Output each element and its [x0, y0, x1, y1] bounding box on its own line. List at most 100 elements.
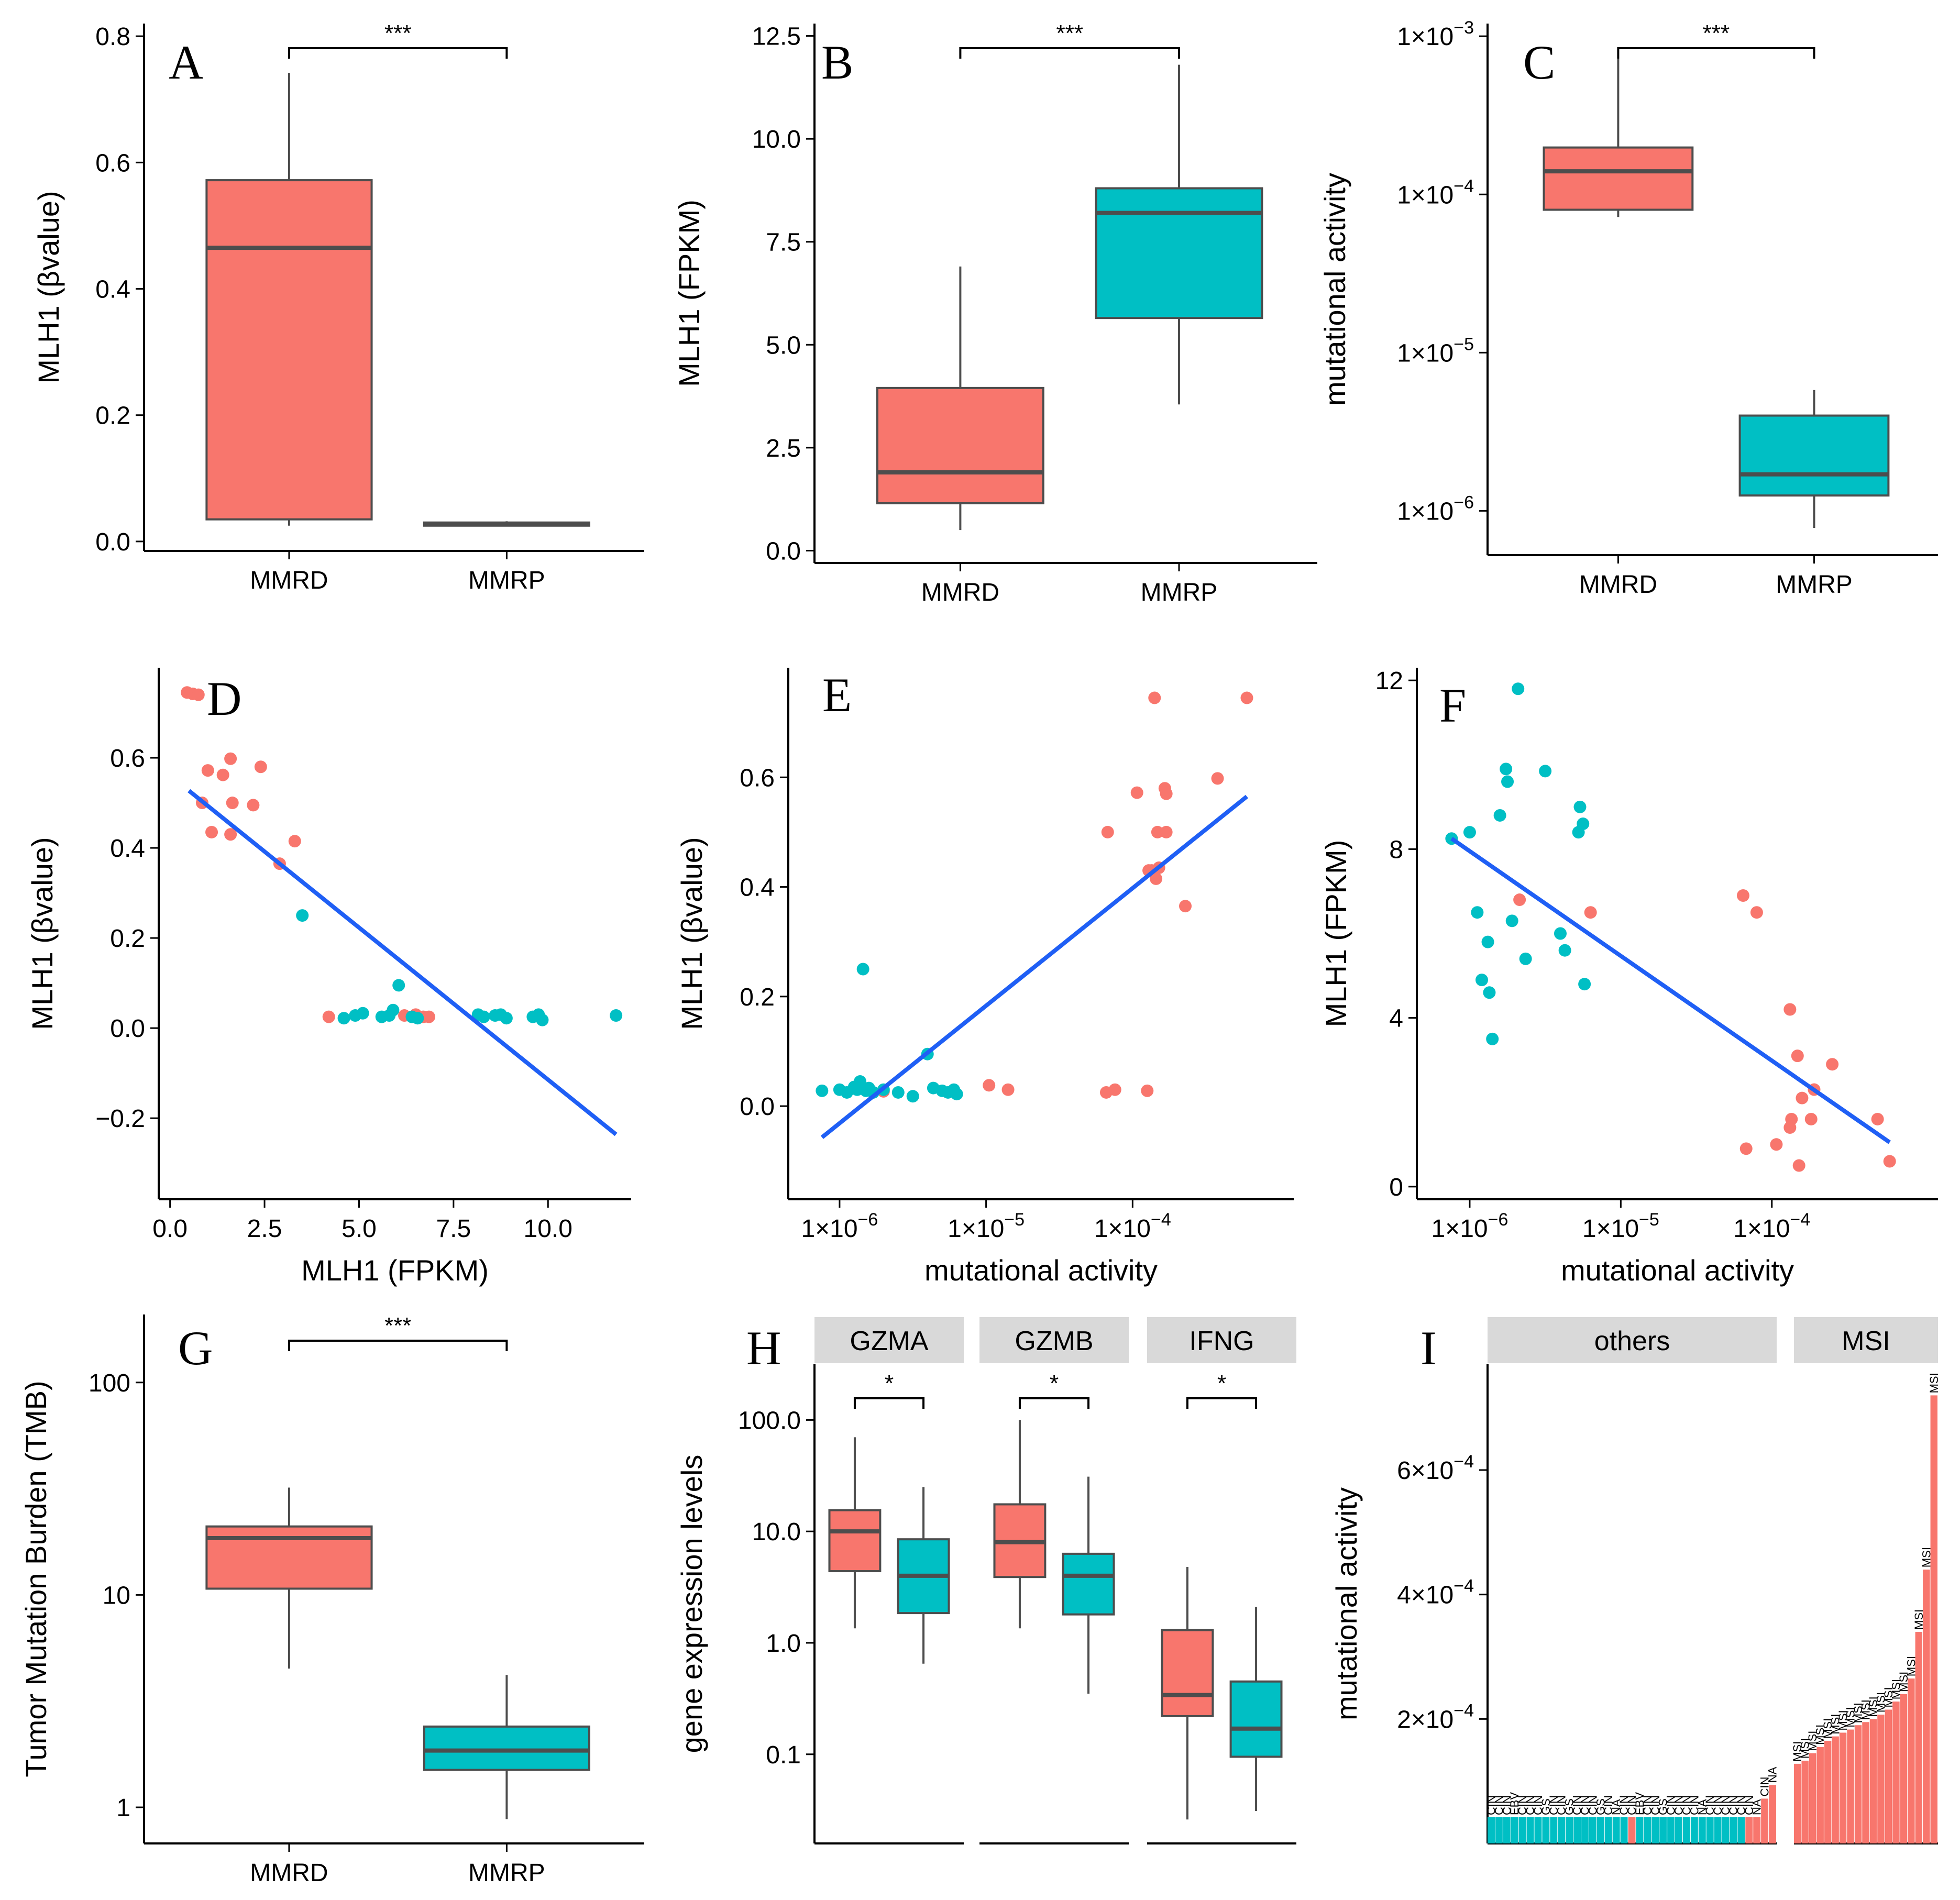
bar-label: CIN [1711, 1795, 1724, 1815]
x-tick-label: MMRD [250, 567, 328, 594]
significance-label: *** [384, 1313, 411, 1339]
y-axis-title: gene expression levels [675, 1455, 708, 1753]
point-mmrd [224, 752, 237, 765]
bar-mmrd [1847, 1729, 1854, 1843]
y-axis-title: MLH1 (βvalue) [675, 837, 708, 1030]
y-tick-label: 4 [1389, 1005, 1403, 1033]
point-mmrp [906, 1090, 919, 1103]
x-tick-label: 1×10−4 [1733, 1210, 1810, 1243]
y-tick-label: 0.2 [110, 925, 145, 953]
point-mmrp [411, 1012, 424, 1025]
point-mmrp [296, 909, 309, 922]
bar-mmrp [1596, 1817, 1604, 1843]
x-axis-title: mutational activity [924, 1254, 1158, 1287]
bar-mmrd [1862, 1722, 1869, 1843]
bar-mmrp [1698, 1817, 1706, 1843]
point-mmrd [1240, 691, 1253, 704]
panel-f: 0 4 8 12 1×10−6 1×10−5 1×10−4 MLH1 (FPKM) mutati… [1319, 667, 1938, 1287]
bar-mmrp [1714, 1817, 1722, 1843]
bar-mmrp [1542, 1817, 1550, 1843]
point-mmrd [1770, 1138, 1783, 1151]
bar-mmrp [1675, 1817, 1682, 1843]
point-mmrp [1554, 927, 1567, 940]
point-mmrp [950, 1088, 963, 1101]
point-mmrp [1519, 952, 1532, 965]
point-mmrd [224, 828, 237, 841]
y-axis-title: Tumor Mutation Burden (TMB) [19, 1380, 52, 1777]
point-mmrd [254, 760, 267, 774]
bar-label: MSI [1928, 1373, 1941, 1393]
bar-mmrd [1885, 1709, 1892, 1843]
y-tick-label: 8 [1389, 836, 1403, 864]
point-mmrd [247, 799, 260, 812]
bar-label: CIN [1625, 1795, 1638, 1815]
box-mmrp [1229, 1680, 1283, 1758]
bar-label: CIN [1743, 1795, 1756, 1815]
facet-strip-label: GZMB [1015, 1326, 1093, 1356]
x-tick-label: MMRD [921, 579, 999, 606]
bar-label: MSI [1836, 1710, 1849, 1730]
bar-label: CIN [1547, 1795, 1560, 1815]
panel-label: D [207, 672, 241, 725]
bar-mmrd [1877, 1715, 1885, 1843]
point-mmrd [1151, 825, 1164, 838]
bar-mmrp [1722, 1817, 1730, 1843]
point-mmrd [422, 1010, 435, 1023]
facet-strip-label: GZMA [850, 1326, 929, 1356]
bar-label: CIN [1680, 1795, 1693, 1815]
y-tick-label: 2×10−4 [1397, 1700, 1474, 1733]
point-mmrp [392, 979, 405, 992]
point-mmrd [1211, 772, 1224, 785]
x-tick-label: 5.0 [342, 1215, 377, 1243]
y-tick-label: 0 [1389, 1174, 1403, 1201]
bar-mmrp [1526, 1817, 1534, 1843]
point-mmrd [1739, 1142, 1753, 1155]
bar-label: GS [1594, 1798, 1607, 1815]
bar-label: CIN [1524, 1795, 1537, 1815]
point-mmrd [1871, 1112, 1884, 1125]
y-tick-label: 4×10−4 [1397, 1576, 1474, 1609]
box-mmrd [876, 386, 1044, 504]
bar-label: CIN [1500, 1795, 1513, 1815]
point-mmrd [1796, 1091, 1809, 1104]
bar-label: MSI [1844, 1707, 1857, 1727]
bar-mmrp [1534, 1817, 1542, 1843]
box-mmrd [828, 1509, 882, 1573]
bar-mmrd [1824, 1740, 1832, 1843]
point-mmrp [1471, 906, 1484, 919]
facet-gzma: GZMA * [814, 1317, 964, 1844]
point-mmrd [1736, 889, 1749, 902]
point-mmrd [1792, 1159, 1805, 1172]
y-axis-title: MLH1 (βvalue) [26, 837, 59, 1030]
bar-mmrd [1794, 1763, 1801, 1843]
bar-mmrd [1892, 1702, 1900, 1843]
point-mmrd [322, 1010, 335, 1023]
point-mmrp [1578, 978, 1591, 991]
bar-mmrd [1900, 1694, 1908, 1843]
box-mmrp [1738, 414, 1890, 497]
facet-strip-label: others [1594, 1326, 1670, 1356]
y-tick-label: 10.0 [752, 1518, 801, 1546]
bar-label: CIN [1602, 1795, 1615, 1815]
point-mmrd [1160, 787, 1173, 800]
facet-strip [1794, 1317, 1938, 1363]
y-tick-label: 6×10−4 [1397, 1452, 1474, 1485]
point-mmrp [387, 1003, 400, 1017]
y-tick-label: 10 [103, 1582, 130, 1609]
y-axis-title: MLH1 (FPKM) [1319, 840, 1352, 1028]
bar-label: NA [1766, 1766, 1779, 1783]
facet-msi: MSIMSIMSIMSIMSIMSIMSIMSIMSIMSIMSIMSIMSIM… [1791, 1317, 1941, 1844]
bar-mmrd [1869, 1719, 1877, 1843]
facet-strip [1147, 1317, 1296, 1363]
bar-mmrd [1628, 1817, 1636, 1843]
y-tick-label: 12.5 [752, 23, 801, 51]
point-mmrd [216, 768, 229, 781]
significance-bracket [1617, 47, 1815, 59]
y-tick-label: 0.0 [110, 1015, 145, 1043]
bar-label: MSI [1874, 1692, 1887, 1713]
point-mmrp [1483, 986, 1496, 999]
bar-mmrp [1682, 1817, 1690, 1843]
facet-others: othersCINCINCINEBVCINCINCINGSCINCINGSCIN… [1484, 1317, 1779, 1844]
bar-mmrd [1915, 1631, 1923, 1843]
bar-label: CIN [1735, 1795, 1748, 1815]
